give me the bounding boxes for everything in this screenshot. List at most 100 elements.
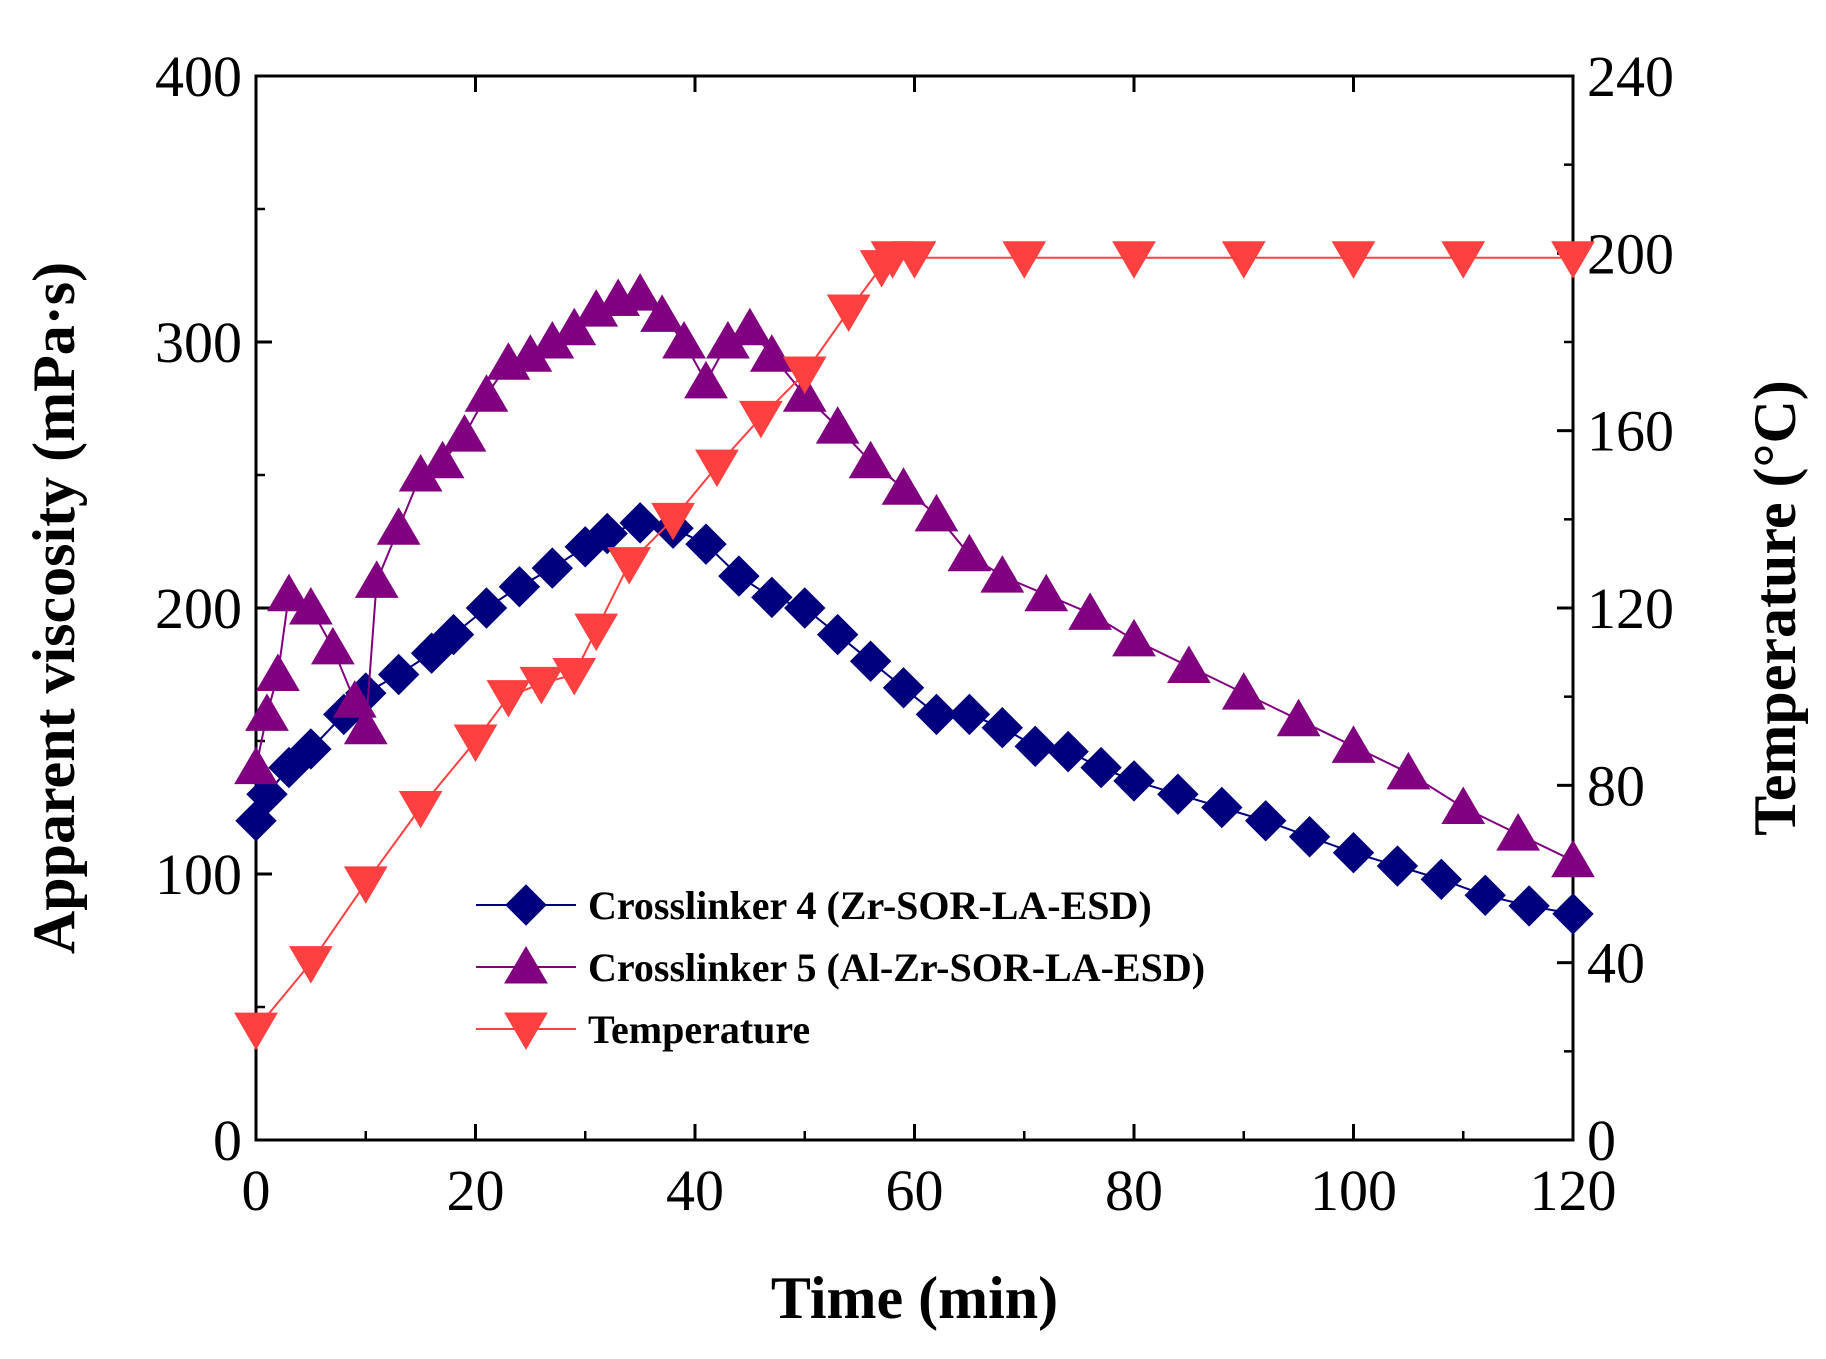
legend-marker	[504, 946, 548, 984]
series-crosslinker-4-point	[465, 587, 508, 629]
right-y-tick-label: 240	[1587, 44, 1674, 109]
series-temperature-point	[343, 866, 388, 904]
right-y-tick-label: 0	[1587, 1108, 1616, 1173]
series-crosslinker-5-point	[1441, 786, 1486, 824]
series-crosslinker-5-point	[815, 406, 860, 444]
legend-item-crosslinker-4: Crosslinker 4 (Zr-SOR-LA-ESD)	[476, 883, 1152, 928]
right-y-tick-label: 40	[1587, 931, 1645, 996]
series-crosslinker-5-point	[245, 693, 289, 731]
series-crosslinker-5-point	[442, 414, 487, 452]
x-tick-label: 40	[666, 1158, 724, 1223]
series-crosslinker-4-point	[948, 693, 991, 736]
legend-marker	[504, 1012, 548, 1050]
series-crosslinker-5-point	[1276, 698, 1321, 737]
x-tick-label: 100	[1310, 1158, 1397, 1223]
series-crosslinker-4-point	[849, 640, 892, 682]
series-crosslinker-4-point	[1157, 773, 1199, 815]
series-crosslinker-5-point	[267, 573, 311, 612]
series-crosslinker-4-point	[531, 547, 574, 589]
series-crosslinker-4-point	[1552, 893, 1594, 935]
series-crosslinker-4-point	[1201, 786, 1243, 829]
right-y-tick-label: 120	[1587, 576, 1674, 641]
series-temperature-point	[519, 666, 564, 705]
series-crosslinker-4-point	[784, 587, 826, 629]
x-tick-label: 60	[886, 1158, 944, 1223]
series-crosslinker-4-point	[1244, 800, 1287, 842]
series-crosslinker-4-point	[685, 523, 727, 565]
series-crosslinker-5-point	[343, 706, 388, 745]
series-crosslinker-5-point	[420, 440, 465, 479]
left-y-tick-label: 0	[213, 1108, 242, 1173]
series-temperature-point	[695, 449, 739, 488]
series-crosslinker-5	[234, 273, 1595, 878]
series-crosslinker-5-point	[618, 273, 662, 311]
series-crosslinker-5-point	[552, 307, 597, 346]
series-crosslinker-4-point	[377, 653, 420, 696]
series-crosslinker-4-point	[1332, 832, 1375, 874]
series-crosslinker-4-point	[1047, 730, 1089, 773]
series-layer	[234, 241, 1595, 1051]
x-tick-label: 80	[1105, 1158, 1163, 1223]
series-crosslinker-4-point	[1080, 746, 1122, 789]
series-temperature-point	[1221, 241, 1266, 279]
left-y-axis-title: Apparent viscosity (mPa·s)	[21, 262, 87, 954]
series-crosslinker-5-point	[1496, 813, 1540, 851]
series-crosslinker-4-point	[1420, 858, 1463, 901]
left-y-tick-label: 400	[155, 44, 242, 109]
series-crosslinker-4-line	[255, 521, 1574, 915]
series-temperature-point	[607, 547, 652, 585]
series-crosslinker-5-point	[376, 507, 421, 545]
right-y-tick-label: 160	[1587, 399, 1674, 464]
series-crosslinker-5-point	[256, 653, 300, 691]
series-crosslinker-5-point	[1167, 645, 1211, 684]
legend-item-crosslinker-5: Crosslinker 5 (Al-Zr-SOR-LA-ESD)	[476, 945, 1205, 990]
left-y-tick-label: 300	[155, 310, 242, 375]
series-crosslinker-4-point	[718, 555, 760, 597]
legend-label: Crosslinker 4 (Zr-SOR-LA-ESD)	[588, 883, 1152, 928]
series-crosslinker-5-point	[1112, 618, 1156, 657]
left-y-tick-label: 200	[155, 576, 242, 641]
series-crosslinker-5-point	[684, 360, 728, 399]
series-crosslinker-4-point	[498, 566, 541, 608]
series-temperature-point	[826, 294, 871, 332]
series-crosslinker-5-point	[1068, 592, 1112, 630]
series-crosslinker-4-point	[1464, 874, 1506, 916]
series-temperature-point	[651, 502, 695, 541]
series-crosslinker-5-line	[255, 292, 1574, 862]
x-axis-title: Time (min)	[771, 1265, 1058, 1331]
x-tick-label: 0	[242, 1158, 271, 1223]
right-y-axis-title: Temperature (°C)	[1742, 380, 1808, 836]
series-crosslinker-5-point	[640, 294, 684, 332]
series-crosslinker-5-point	[662, 321, 706, 359]
series-crosslinker-5-point	[1331, 725, 1376, 763]
series-crosslinker-5-point	[1551, 839, 1595, 878]
axes-layer: 0 20 40 60 80 100 1200100200300400040801201602…	[155, 44, 1674, 1223]
series-crosslinker-4-point	[915, 693, 958, 736]
series-crosslinker-4-point	[246, 773, 288, 815]
series-temperature-point	[1002, 241, 1047, 279]
series-temperature-point	[1441, 241, 1486, 279]
series-crosslinker-5-point	[289, 587, 333, 625]
legend-marker	[505, 884, 547, 926]
series-crosslinker-4-point	[586, 512, 628, 555]
series-temperature-point	[1112, 241, 1156, 279]
series-temperature-point	[892, 241, 937, 279]
series-crosslinker-5-point	[354, 560, 399, 598]
series-temperature-point	[289, 946, 333, 984]
series-crosslinker-5-point	[728, 307, 772, 346]
series-temperature	[234, 241, 1595, 1051]
series-crosslinker-4-point	[290, 728, 332, 770]
x-tick-label: 20	[447, 1158, 505, 1223]
series-temperature-line	[255, 256, 1573, 1030]
legend: Crosslinker 4 (Zr-SOR-LA-ESD) Crosslinker…	[476, 883, 1205, 1052]
series-temperature-point	[738, 400, 783, 439]
series-temperature-point	[398, 791, 443, 829]
series-crosslinker-4-point	[619, 502, 661, 544]
series-crosslinker-5-point	[980, 555, 1025, 593]
series-crosslinker-4-point	[432, 613, 475, 656]
series-temperature-point	[1331, 241, 1376, 279]
series-temperature-point	[234, 1012, 278, 1051]
legend-label: Temperature	[588, 1007, 810, 1052]
